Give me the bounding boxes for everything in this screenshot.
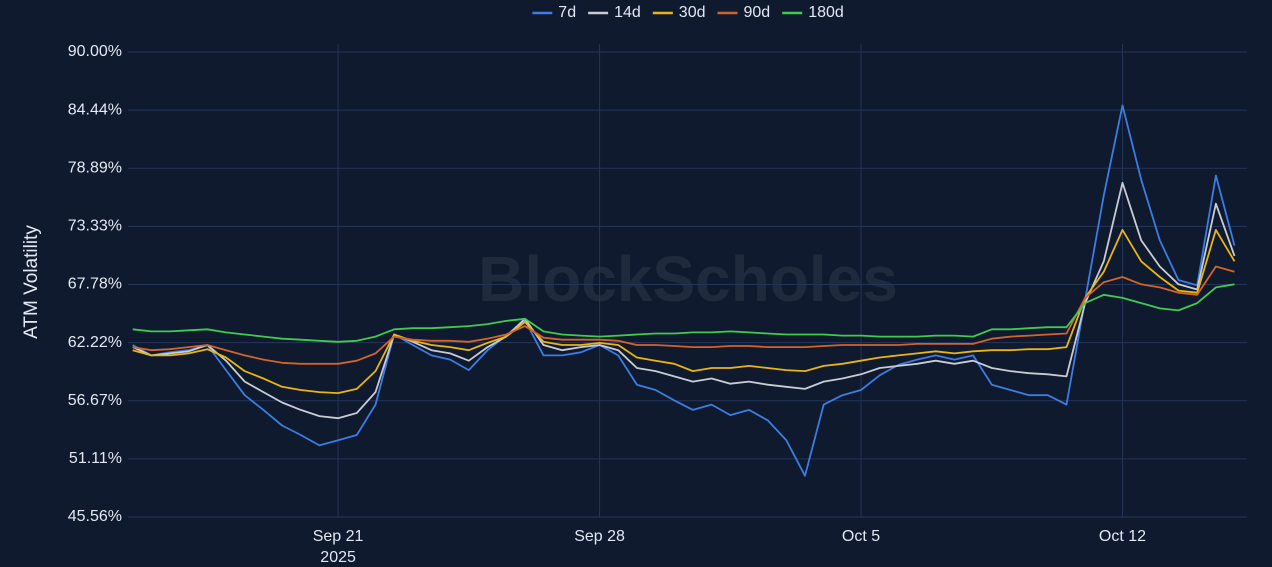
y-tick-label: 45.56% (68, 508, 122, 525)
legend-label: 90d (744, 4, 771, 21)
x-tick-sublabel: 2025 (320, 549, 356, 566)
y-tick-label: 51.11% (69, 450, 122, 467)
y-tick-label: 84.44% (68, 101, 122, 118)
legend-label: 30d (679, 4, 706, 21)
plot-lines (132, 104, 1236, 477)
y-tick-label: 62.22% (68, 334, 122, 351)
series-line (132, 181, 1236, 420)
x-tick-label: Sep 28 (574, 528, 625, 545)
legend-label: 180d (808, 4, 844, 21)
legend: 7d 14d 30d 90d 180d (532, 4, 844, 21)
y-tick-label: 67.78% (68, 276, 122, 293)
y-tick-label: 90.00% (68, 43, 122, 60)
legend-label: 7d (558, 4, 576, 21)
series-line (132, 265, 1235, 365)
y-axis-title: ATM Volatility (21, 225, 42, 339)
y-tick-label: 56.67% (68, 392, 122, 409)
grid (128, 44, 1247, 518)
y-tick-label: 73.33% (68, 218, 122, 235)
legend-label: 14d (614, 4, 641, 21)
series-line (132, 283, 1235, 343)
watermark: BlockScholes (478, 243, 898, 315)
x-tick-label: Oct 12 (1099, 528, 1146, 545)
x-tick-label: Sep 21 (313, 528, 364, 545)
x-tick-label: Oct 5 (842, 528, 880, 545)
series-line (132, 229, 1236, 394)
y-tick-label: 78.89% (68, 159, 122, 176)
series-line (132, 104, 1236, 477)
